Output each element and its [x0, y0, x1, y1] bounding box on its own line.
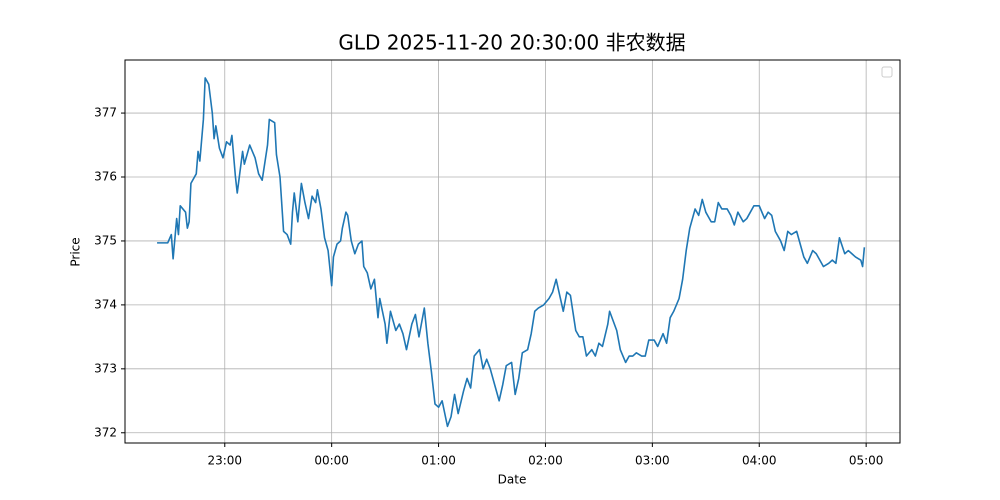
chart-title: GLD 2025-11-20 20:30:00 非农数据	[338, 31, 685, 55]
y-tick-label: 373	[94, 361, 117, 375]
x-tick-label: 01:00	[421, 454, 456, 468]
y-tick-label: 374	[94, 297, 117, 311]
x-tick-label: 03:00	[635, 454, 670, 468]
legend-box	[881, 66, 893, 78]
x-tick-label: 04:00	[742, 454, 777, 468]
axes-frame	[124, 59, 901, 444]
x-tick-label: 00:00	[314, 454, 349, 468]
y-tick-label: 376	[94, 170, 117, 184]
y-tick-label: 372	[94, 425, 117, 439]
x-tick-label: 02:00	[528, 454, 563, 468]
x-tick-label: 23:00	[207, 454, 242, 468]
price-line	[157, 77, 866, 428]
y-tick-label: 375	[94, 233, 117, 247]
x-axis-label: Date	[498, 473, 527, 487]
x-tick-label: 05:00	[849, 454, 884, 468]
y-axis-label: Price	[69, 237, 83, 266]
y-tick-label: 377	[94, 106, 117, 120]
